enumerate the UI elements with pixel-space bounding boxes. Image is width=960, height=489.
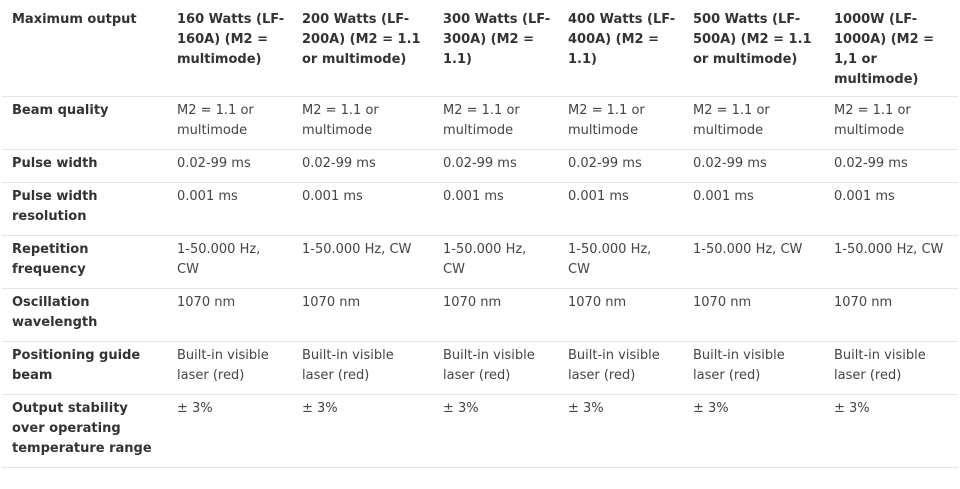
table-cell: 1070 nm (167, 288, 292, 342)
table-cell: 0.02-99 ms (824, 149, 958, 183)
table-cell: 1-50.000 Hz, CW (167, 235, 292, 289)
table-cell: 0.001 ms (558, 182, 683, 236)
table-cell: 0.02-99 ms (292, 149, 433, 183)
table-cell: M2 = 1.1 or multimode (292, 96, 433, 150)
table-row-pulse-width-resolution: Pulse width resolution 0.001 ms 0.001 ms… (2, 182, 958, 236)
table-cell: 1-50.000 Hz, CW (433, 235, 558, 289)
header-cell-lf-1000a: 1000W (LF-1000A) (M2 = 1,1 or multimode) (824, 0, 958, 97)
table-cell: ± 3% (433, 394, 558, 468)
table-cell: Built-in visible laser (red) (167, 341, 292, 395)
table-row-output-stability: Output stability over operating temperat… (2, 394, 958, 468)
table-cell: 0.001 ms (433, 182, 558, 236)
table-cell: M2 = 1.1 or multimode (167, 96, 292, 150)
table-cell: ± 3% (683, 394, 824, 468)
header-cell-lf-500a: 500 Watts (LF-500A) (M2 = 1.1 or multimo… (683, 0, 824, 97)
table-cell: Built-in visible laser (red) (824, 341, 958, 395)
table-cell: 0.02-99 ms (433, 149, 558, 183)
table-cell: 1-50.000 Hz, CW (824, 235, 958, 289)
table-cell: 1070 nm (558, 288, 683, 342)
table-cell: ± 3% (167, 394, 292, 468)
row-label: Pulse width (2, 149, 167, 183)
table-cell: 1070 nm (433, 288, 558, 342)
table-cell: 0.001 ms (824, 182, 958, 236)
row-label: Oscillation wavelength (2, 288, 167, 342)
table-cell: M2 = 1.1 or multimode (558, 96, 683, 150)
table-cell: M2 = 1.1 or multimode (433, 96, 558, 150)
table-row-pulse-width: Pulse width 0.02-99 ms 0.02-99 ms 0.02-9… (2, 149, 958, 183)
header-cell-lf-400a: 400 Watts (LF-400A) (M2 = 1.1) (558, 0, 683, 97)
table-cell: Built-in visible laser (red) (558, 341, 683, 395)
table-cell: ± 3% (558, 394, 683, 468)
row-label: Output stability over operating temperat… (2, 394, 167, 468)
table-cell: 0.001 ms (292, 182, 433, 236)
table-cell: 1-50.000 Hz, CW (558, 235, 683, 289)
row-label: Positioning guide beam (2, 341, 167, 395)
table-cell: Built-in visible laser (red) (683, 341, 824, 395)
table-cell: ± 3% (292, 394, 433, 468)
table-cell: Built-in visible laser (red) (292, 341, 433, 395)
table-cell: 1070 nm (683, 288, 824, 342)
table-row-oscillation-wavelength: Oscillation wavelength 1070 nm 1070 nm 1… (2, 288, 958, 342)
laser-spec-table: Maximum output 160 Watts (LF-160A) (M2 =… (2, 0, 958, 468)
table-cell: ± 3% (824, 394, 958, 468)
table-cell: 1-50.000 Hz, CW (683, 235, 824, 289)
table-cell: 0.001 ms (167, 182, 292, 236)
header-cell-maximum-output: Maximum output (2, 0, 167, 97)
row-label: Beam quality (2, 96, 167, 150)
table-cell: 1-50.000 Hz, CW (292, 235, 433, 289)
row-label: Pulse width resolution (2, 182, 167, 236)
header-cell-lf-200a: 200 Watts (LF-200A) (M2 = 1.1 or multimo… (292, 0, 433, 97)
table-cell: 1070 nm (292, 288, 433, 342)
table-row-repetition-frequency: Repetition frequency 1-50.000 Hz, CW 1-5… (2, 235, 958, 289)
table-cell: 0.001 ms (683, 182, 824, 236)
header-cell-lf-300a: 300 Watts (LF-300A) (M2 = 1.1) (433, 0, 558, 97)
table-cell: 0.02-99 ms (683, 149, 824, 183)
header-cell-lf-160a: 160 Watts (LF-160A) (M2 = multimode) (167, 0, 292, 97)
table-cell: 1070 nm (824, 288, 958, 342)
table-row-beam-quality: Beam quality M2 = 1.1 or multimode M2 = … (2, 96, 958, 150)
header-row: Maximum output 160 Watts (LF-160A) (M2 =… (2, 0, 958, 97)
table-cell: Built-in visible laser (red) (433, 341, 558, 395)
table-row-positioning-guide-beam: Positioning guide beam Built-in visible … (2, 341, 958, 395)
table-cell: M2 = 1.1 or multimode (683, 96, 824, 150)
table-cell: 0.02-99 ms (558, 149, 683, 183)
row-label: Repetition frequency (2, 235, 167, 289)
table-cell: 0.02-99 ms (167, 149, 292, 183)
table-cell: M2 = 1.1 or multimode (824, 96, 958, 150)
